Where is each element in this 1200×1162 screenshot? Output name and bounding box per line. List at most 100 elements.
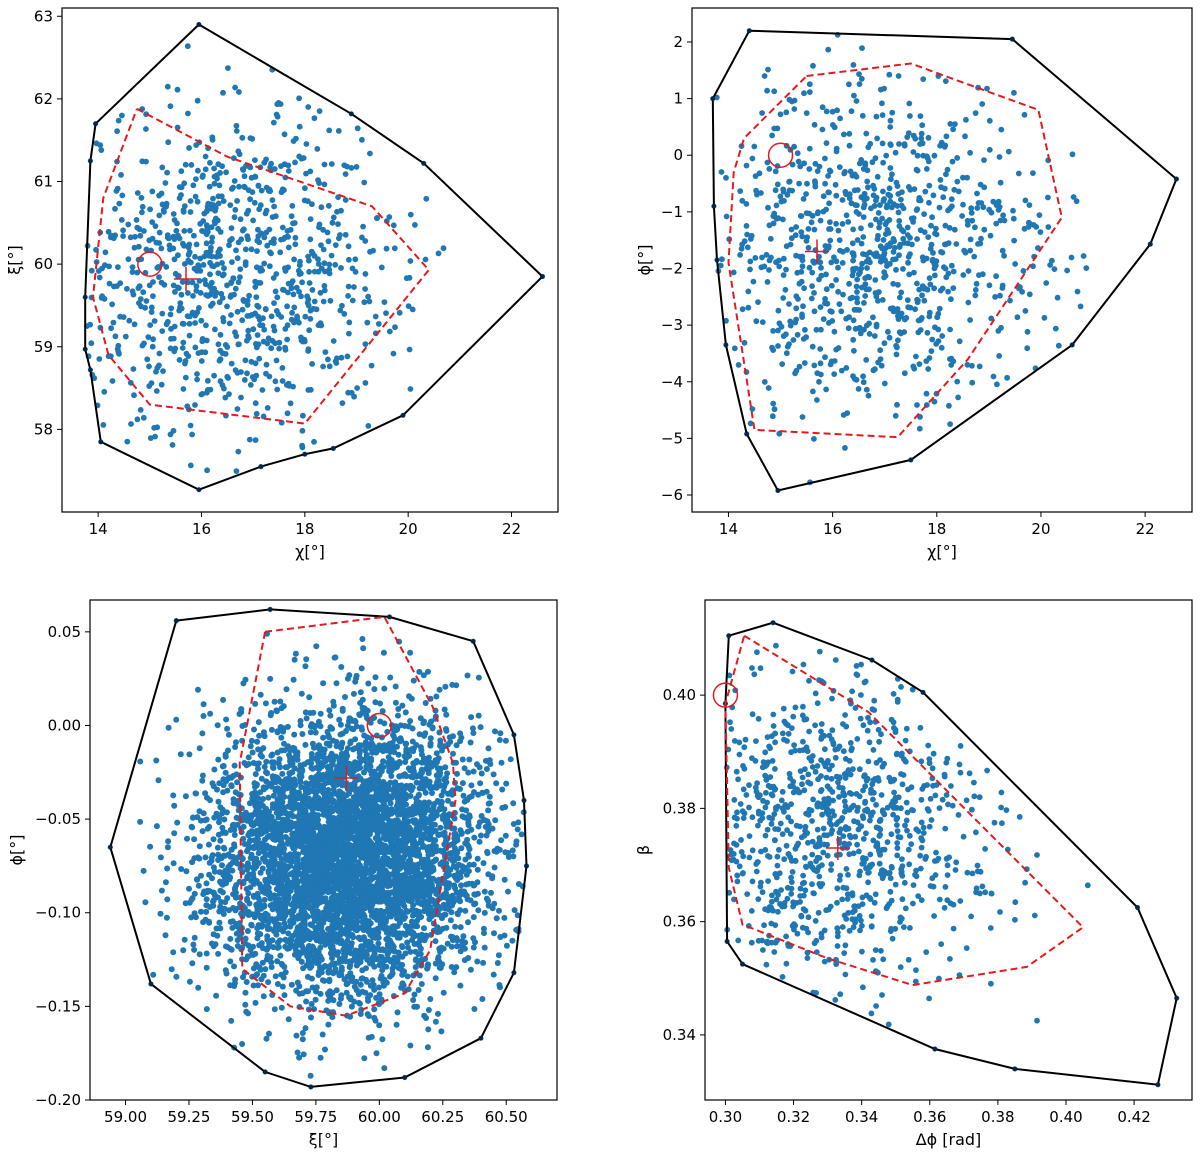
plot-area bbox=[82, 21, 546, 493]
scatter-point bbox=[1045, 194, 1051, 201]
scatter-point bbox=[810, 62, 816, 69]
scatter-point bbox=[117, 313, 123, 320]
scatter-point bbox=[301, 338, 308, 345]
y-tick-label: 61 bbox=[34, 173, 53, 191]
scatter-point bbox=[800, 196, 807, 202]
scatter-point bbox=[959, 213, 965, 219]
scatter-point bbox=[813, 326, 820, 333]
scatter-point bbox=[261, 326, 268, 333]
scatter-point bbox=[167, 431, 174, 438]
outer-hull-vertex bbox=[88, 158, 93, 164]
scatter-point bbox=[299, 427, 306, 434]
inner-hull-line bbox=[91, 107, 431, 425]
scatter-point bbox=[251, 376, 258, 383]
scatter-point bbox=[140, 289, 147, 296]
scatter-point bbox=[838, 367, 845, 374]
scatter-point bbox=[278, 189, 285, 196]
scatter-point bbox=[745, 304, 752, 311]
scatter-point bbox=[282, 344, 288, 351]
scatter-point bbox=[887, 305, 894, 312]
scatter-point bbox=[415, 987, 422, 993]
scatter-point bbox=[453, 964, 460, 971]
scatter-point bbox=[125, 256, 132, 263]
scatter-point bbox=[272, 378, 279, 385]
truth-marker bbox=[767, 142, 794, 168]
scatter-point bbox=[311, 115, 318, 122]
scatter-point bbox=[723, 174, 729, 181]
scatter-point bbox=[315, 177, 321, 184]
scatter-point bbox=[801, 90, 807, 97]
scatter-point bbox=[1055, 342, 1062, 349]
scatter-point bbox=[854, 299, 861, 306]
scatter-point bbox=[231, 762, 238, 769]
scatter-point bbox=[747, 258, 754, 265]
scatter-point bbox=[326, 363, 333, 370]
scatter-point bbox=[228, 312, 234, 318]
scatter-point bbox=[242, 935, 249, 942]
scatter-point bbox=[409, 725, 416, 732]
scatter-point bbox=[239, 166, 246, 173]
scatter-point bbox=[769, 132, 775, 139]
scatter-point bbox=[846, 81, 852, 88]
scatter-point bbox=[318, 242, 324, 249]
scatter-point bbox=[309, 361, 315, 367]
scatter-point bbox=[381, 1065, 388, 1072]
scatter-point bbox=[420, 720, 427, 727]
scatter-point bbox=[214, 844, 221, 851]
scatter-point bbox=[260, 796, 266, 802]
scatter-point bbox=[217, 253, 223, 259]
scatter-point bbox=[773, 202, 780, 209]
scatter-point bbox=[313, 988, 319, 995]
scatter-point bbox=[246, 436, 253, 443]
scatter-point bbox=[88, 267, 95, 274]
scatter-point bbox=[124, 285, 130, 292]
scatter-point bbox=[443, 711, 450, 718]
scatter-point bbox=[287, 400, 294, 407]
scatter-point bbox=[503, 942, 510, 949]
scatter-point bbox=[139, 342, 146, 349]
scatter-point bbox=[181, 936, 188, 943]
scatter-point bbox=[339, 400, 346, 406]
scatter-point bbox=[195, 262, 202, 269]
scatter-point bbox=[268, 160, 274, 167]
scatter-point bbox=[931, 398, 938, 405]
scatter-point bbox=[127, 234, 134, 241]
scatter-point bbox=[876, 224, 882, 231]
scatter-point bbox=[912, 135, 919, 142]
scatter-point bbox=[267, 249, 273, 256]
scatter-point bbox=[174, 819, 181, 826]
scatter-point bbox=[904, 297, 911, 303]
scatter-point bbox=[149, 235, 156, 242]
scatter-point bbox=[187, 227, 193, 234]
scatter-point bbox=[313, 951, 320, 958]
scatter-point bbox=[248, 246, 255, 253]
scatter-point bbox=[285, 162, 292, 169]
y-tick-label: 58 bbox=[34, 420, 53, 438]
scatter-point bbox=[328, 951, 335, 958]
scatter-point bbox=[110, 319, 117, 326]
scatter-point bbox=[354, 385, 360, 391]
scatter-point bbox=[914, 299, 921, 306]
scatter-point bbox=[272, 213, 279, 220]
scatter-point bbox=[217, 347, 224, 354]
scatter-point bbox=[771, 125, 778, 132]
scatter-point bbox=[868, 205, 874, 212]
scatter-point bbox=[766, 166, 773, 172]
scatter-point bbox=[242, 989, 249, 996]
outer-hull-vertex bbox=[93, 121, 98, 126]
scatter-point bbox=[1036, 212, 1043, 219]
scatter-point bbox=[255, 719, 262, 726]
scatter-point bbox=[863, 386, 870, 393]
scatter-point bbox=[372, 699, 379, 706]
scatter-point bbox=[447, 917, 454, 924]
scatter-point bbox=[399, 971, 406, 978]
scatter-point bbox=[947, 121, 954, 127]
scatter-point bbox=[278, 734, 285, 741]
scatter-point bbox=[150, 293, 156, 299]
scatter-point bbox=[249, 135, 256, 142]
scatter-point bbox=[149, 188, 156, 195]
scatter-point bbox=[271, 1006, 278, 1013]
scatter-point bbox=[267, 675, 274, 682]
scatter-point bbox=[364, 319, 371, 326]
scatter-point bbox=[338, 664, 345, 670]
